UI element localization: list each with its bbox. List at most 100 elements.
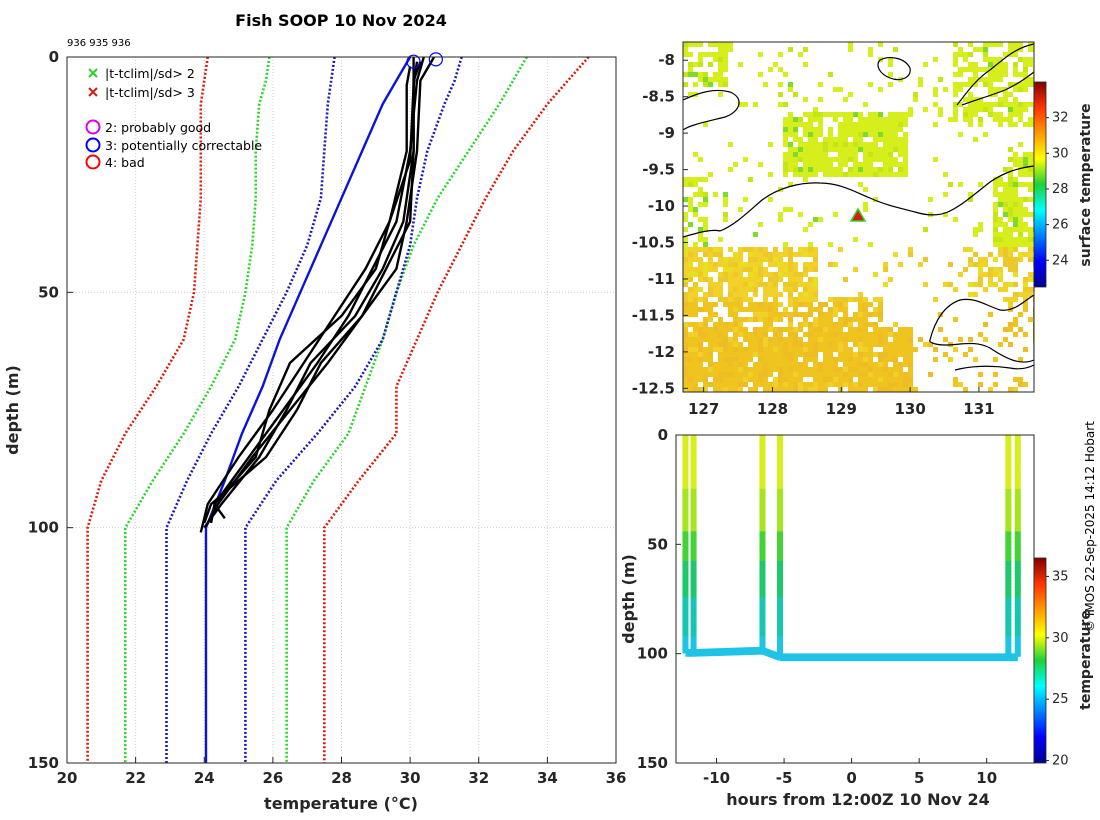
sst-cell: [733, 282, 738, 287]
sst-cell: [828, 157, 833, 162]
sst-cell: [898, 147, 903, 152]
sst-cell: [753, 267, 758, 272]
sst-cell: [978, 107, 983, 112]
sst-cell: [733, 377, 738, 382]
sst-cell: [688, 377, 693, 382]
sst-cell: [893, 137, 898, 142]
sst-cell: [998, 122, 1003, 127]
sst-cell: [688, 92, 693, 97]
cast-sample: [682, 642, 689, 647]
sst-cell: [873, 122, 878, 127]
sst-cell: [773, 62, 778, 67]
sst-cell: [878, 382, 883, 387]
sst-cell: [883, 387, 888, 392]
sst-cell: [838, 347, 843, 352]
cast-sample: [690, 606, 697, 611]
sst-cell: [738, 207, 743, 212]
sst-cell: [748, 387, 753, 392]
sst-cell: [998, 182, 1003, 187]
sst-cell: [983, 42, 988, 47]
sst-cell: [808, 152, 813, 157]
sst-cell: [808, 137, 813, 142]
cast-sample: [682, 646, 689, 651]
sst-cell: [718, 327, 723, 332]
cast-sample: [1014, 446, 1021, 451]
sst-cell: [698, 262, 703, 267]
sst-cell: [918, 77, 923, 82]
cast-sample: [759, 537, 766, 542]
sst-cell: [753, 362, 758, 367]
sst-cell: [683, 72, 688, 77]
sst-cell: [873, 387, 878, 392]
cast-sample: [682, 567, 689, 572]
sst-cell: [713, 247, 718, 252]
station-marker: [849, 207, 867, 222]
sst-cell: [733, 352, 738, 357]
sst-cell: [878, 327, 883, 332]
sst-cell: [1013, 292, 1018, 297]
sst-cell: [823, 372, 828, 377]
cast-sample: [777, 439, 784, 444]
cast-sample: [690, 524, 697, 529]
sst-cell: [1028, 232, 1033, 237]
section-x-tick-label: 10: [976, 769, 997, 787]
sst-cell: [703, 267, 708, 272]
sst-cell: [893, 372, 898, 377]
sst-cell: [908, 372, 913, 377]
sst-cell: [758, 222, 763, 227]
sst-cell: [738, 287, 743, 292]
sst-cell: [778, 92, 783, 97]
sst-cell: [803, 167, 808, 172]
sst-cell: [978, 282, 983, 287]
sst-cell: [933, 102, 938, 107]
sst-cell: [738, 307, 743, 312]
sst-cell: [808, 157, 813, 162]
cast-sample: [1005, 511, 1012, 516]
sst-cell: [688, 372, 693, 377]
sst-cell: [753, 277, 758, 282]
sst-cell: [848, 147, 853, 152]
sst-cell: [703, 302, 708, 307]
sst-cell: [793, 252, 798, 257]
coastline-central: [683, 165, 1034, 238]
sst-cell: [908, 367, 913, 372]
cast-sample: [777, 521, 784, 526]
sst-cell: [758, 72, 763, 77]
cast-sample: [777, 593, 784, 598]
sst-cell: [793, 267, 798, 272]
cast-sample: [690, 531, 697, 536]
sst-cell: [1028, 197, 1033, 202]
sst-cell: [698, 52, 703, 57]
sst-cell: [693, 377, 698, 382]
sst-cell: [793, 302, 798, 307]
coastline-south: [954, 364, 1034, 371]
sst-cell: [833, 322, 838, 327]
cast-sample: [690, 613, 697, 618]
sst-cell: [728, 327, 733, 332]
cast-sample: [1005, 541, 1012, 546]
cast-sample: [759, 528, 766, 533]
sst-cell: [1028, 272, 1033, 277]
sst-cell: [853, 317, 858, 322]
sst-cell: [793, 297, 798, 302]
sst-cell: [953, 42, 958, 47]
sst-cell: [783, 272, 788, 277]
cast-sample: [682, 528, 689, 533]
cast-sample: [682, 465, 689, 470]
sst-cell: [853, 137, 858, 142]
sst-cell: [963, 107, 968, 112]
cast-sample: [1005, 646, 1012, 651]
sst-cell: [713, 262, 718, 267]
sst-cell: [978, 272, 983, 277]
sst-cell: [823, 352, 828, 357]
cast-sample: [1014, 452, 1021, 457]
sst-cell: [773, 367, 778, 372]
sst-cell: [863, 147, 868, 152]
profile-ylabel: depth (m): [3, 365, 22, 455]
sst-cell: [1028, 172, 1033, 177]
sst-cell: [1013, 187, 1018, 192]
sst-cell: [808, 282, 813, 287]
sst-cell: [733, 337, 738, 342]
sst-cell: [853, 162, 858, 167]
sst-cell: [818, 122, 823, 127]
